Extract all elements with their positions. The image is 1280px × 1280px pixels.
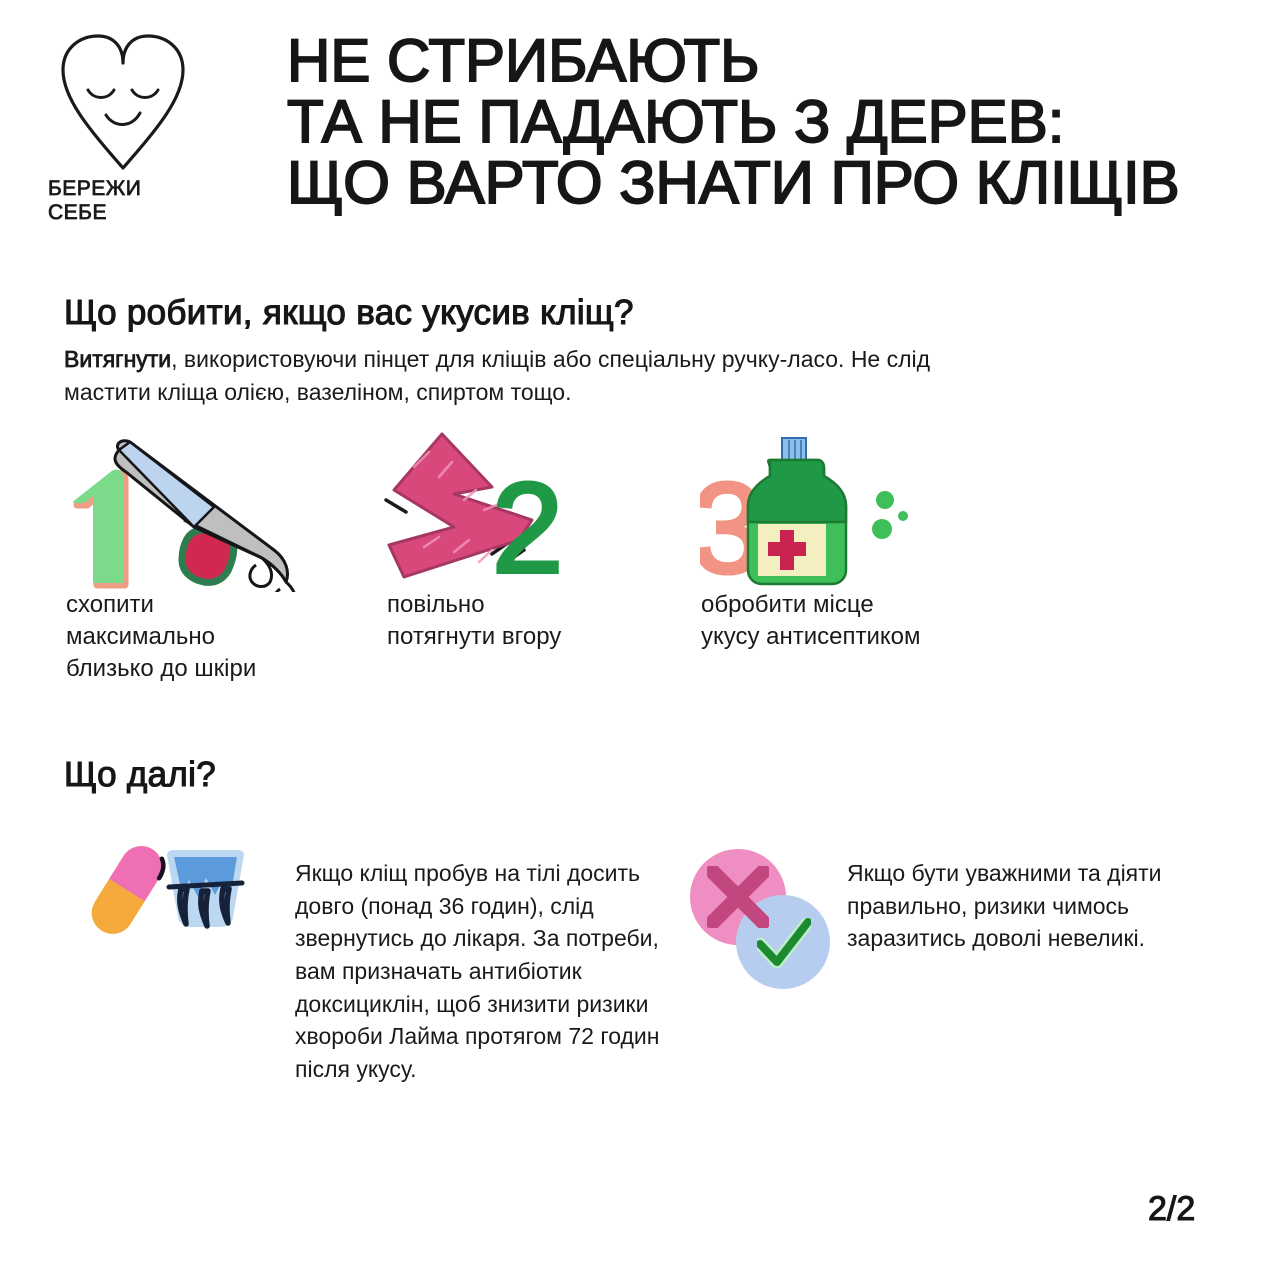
svg-text:2: 2 xyxy=(492,457,563,592)
